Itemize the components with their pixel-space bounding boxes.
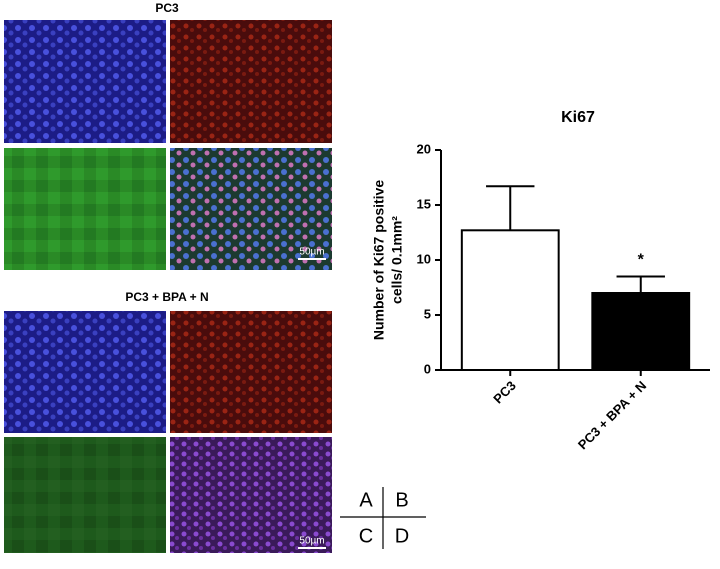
y-tick-label: 15 bbox=[417, 196, 431, 211]
quadrant-key: A B C D bbox=[340, 487, 426, 549]
micrograph bbox=[4, 311, 166, 433]
bar-chart: Ki67 Number of Ki67 positive cells/ 0.1m… bbox=[371, 109, 710, 452]
bar bbox=[591, 292, 691, 371]
y-tick-label: 0 bbox=[424, 361, 431, 376]
y-tick-label: 20 bbox=[417, 141, 431, 156]
y-tick-label: 10 bbox=[417, 251, 431, 266]
micrographs: PC3 50µm PC3 + BPA + N 50µm bbox=[4, 1, 332, 553]
micrograph bbox=[170, 437, 332, 553]
key-letter: C bbox=[359, 525, 373, 547]
panel-title: PC3 bbox=[155, 1, 179, 15]
micrograph bbox=[4, 20, 166, 143]
y-axis-label: Number of Ki67 positive bbox=[371, 180, 387, 340]
significance-mark: * bbox=[638, 252, 645, 269]
micrograph bbox=[170, 20, 332, 143]
key-letter: D bbox=[395, 525, 409, 547]
scale-bar-label: 50µm bbox=[299, 247, 324, 258]
micrograph bbox=[4, 148, 166, 270]
scale-bar-label: 50µm bbox=[299, 536, 324, 547]
micrograph bbox=[4, 437, 166, 553]
micrograph bbox=[170, 148, 332, 270]
x-tick-label: PC3 + BPA + N bbox=[575, 378, 649, 452]
key-letter: A bbox=[359, 489, 373, 511]
panel-title: PC3 + BPA + N bbox=[125, 290, 208, 304]
bar bbox=[460, 229, 560, 371]
x-tick-label: PC3 bbox=[490, 378, 518, 406]
y-axis-label: cells/ 0.1mm² bbox=[389, 216, 405, 304]
micrograph bbox=[170, 311, 332, 433]
y-tick-label: 5 bbox=[424, 306, 431, 321]
key-letter: B bbox=[395, 489, 408, 511]
chart-title: Ki67 bbox=[561, 109, 595, 126]
